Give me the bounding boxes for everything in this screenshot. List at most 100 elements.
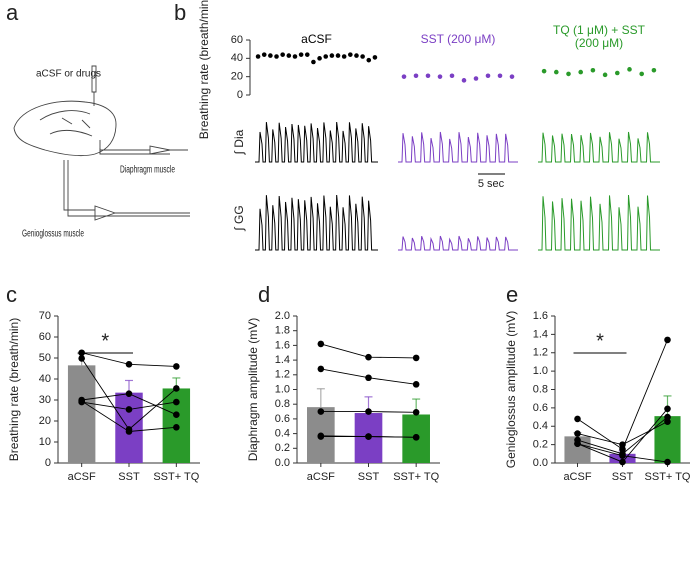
y-tick-label: 0	[237, 89, 243, 101]
trace-label: ∫ GG	[232, 205, 246, 231]
significance-label: *	[596, 330, 604, 352]
trace	[255, 194, 378, 251]
y-tick-label: 70	[39, 310, 51, 322]
subject-point	[125, 406, 133, 413]
subject-point	[365, 433, 372, 440]
subject-point	[173, 398, 180, 406]
subject-point	[574, 415, 581, 423]
subject-point	[664, 413, 671, 421]
y-tick-label: 30	[39, 394, 51, 406]
diagram-label: Genioglossus muscle	[22, 229, 84, 240]
y-tick-label: 60	[39, 331, 51, 343]
dot	[401, 74, 407, 79]
subject-point	[412, 354, 420, 362]
y-axis-label: Genioglossus amplitude (mV)	[504, 311, 518, 468]
y-tick-label: 1.2	[275, 369, 290, 381]
dot	[292, 54, 298, 59]
trace	[538, 194, 660, 251]
dot	[425, 73, 431, 79]
dot	[304, 52, 310, 57]
y-tick-label: 10	[39, 436, 51, 448]
dot	[437, 74, 443, 79]
subject-point	[173, 385, 180, 392]
dot	[485, 73, 491, 79]
panel-label: c	[6, 282, 17, 307]
dot	[341, 54, 347, 59]
y-axis-label: Breathing rate (breath/min)	[197, 0, 211, 139]
subject-point	[664, 418, 671, 425]
dot	[578, 69, 583, 75]
dot	[261, 52, 267, 57]
diagram	[13, 65, 190, 221]
dot	[590, 67, 596, 73]
subject-point	[574, 430, 581, 437]
dot	[323, 54, 329, 59]
dot	[329, 53, 335, 58]
y-tick-label: 1.6	[533, 310, 548, 322]
y-tick-label: 1.6	[275, 339, 290, 351]
y-tick-label: 1.4	[275, 354, 290, 366]
dot	[497, 73, 503, 79]
dot	[372, 55, 378, 60]
subject-point	[173, 411, 180, 419]
scale-bar-label: 5 sec	[478, 178, 505, 190]
dot	[268, 53, 273, 58]
x-tick-label: aCSF	[307, 471, 335, 483]
y-tick-label: 1.8	[275, 325, 290, 337]
subject-point	[619, 452, 626, 459]
y-tick-label: 20	[231, 71, 243, 83]
panel-label: e	[506, 282, 518, 307]
x-tick-label: SST+ TQ	[645, 471, 691, 483]
y-tick-label: 0	[45, 457, 51, 469]
y-axis-label: Diaphragm amplitude (mV)	[246, 318, 260, 461]
y-tick-label: 0.0	[275, 457, 290, 469]
series-title: TQ (1 μM) + SST (200 μM)	[553, 23, 645, 50]
dot	[354, 53, 359, 58]
trace	[398, 131, 518, 163]
dot	[348, 52, 353, 57]
subject-point	[365, 353, 372, 361]
x-tick-label: aCSF	[563, 471, 591, 483]
subject-point	[125, 361, 133, 368]
dot	[360, 54, 365, 59]
dot	[311, 59, 316, 65]
subject-point	[173, 424, 180, 431]
subject-point	[664, 405, 671, 413]
subject-point	[664, 458, 671, 466]
y-tick-label: 0.6	[533, 402, 548, 414]
subject-point	[317, 408, 325, 415]
y-tick-label: 1.0	[533, 365, 548, 377]
dot	[317, 56, 322, 61]
subject-point	[412, 433, 420, 441]
y-tick-label: 0.4	[533, 420, 548, 432]
y-tick-label: 0.8	[275, 398, 290, 410]
subject-point	[365, 408, 372, 415]
bar	[67, 365, 96, 463]
y-tick-label: 0.6	[275, 413, 290, 425]
panel-label: d	[258, 282, 270, 307]
dot	[280, 52, 285, 57]
dot	[413, 73, 419, 79]
x-tick-label: SST	[118, 471, 140, 483]
dot	[366, 57, 372, 63]
y-tick-label: 50	[39, 352, 51, 364]
y-tick-label: 40	[231, 52, 243, 64]
x-tick-label: SST	[612, 471, 634, 483]
dot	[255, 54, 261, 59]
dot	[566, 71, 571, 77]
dot	[509, 74, 515, 79]
y-tick-label: 1.0	[275, 383, 290, 395]
x-tick-label: SST+ TQ	[153, 471, 199, 483]
subject-point	[619, 458, 626, 466]
dot	[449, 73, 455, 79]
dot	[541, 68, 547, 74]
subject-point	[412, 408, 420, 416]
diagram-label: aCSF or drugs	[36, 69, 101, 80]
subject-point	[78, 397, 85, 405]
series-title: SST (200 μM)	[420, 32, 496, 46]
x-tick-label: SST+ TQ	[393, 471, 439, 483]
dot	[615, 70, 620, 76]
dot	[639, 71, 644, 77]
x-tick-label: SST	[358, 471, 380, 483]
